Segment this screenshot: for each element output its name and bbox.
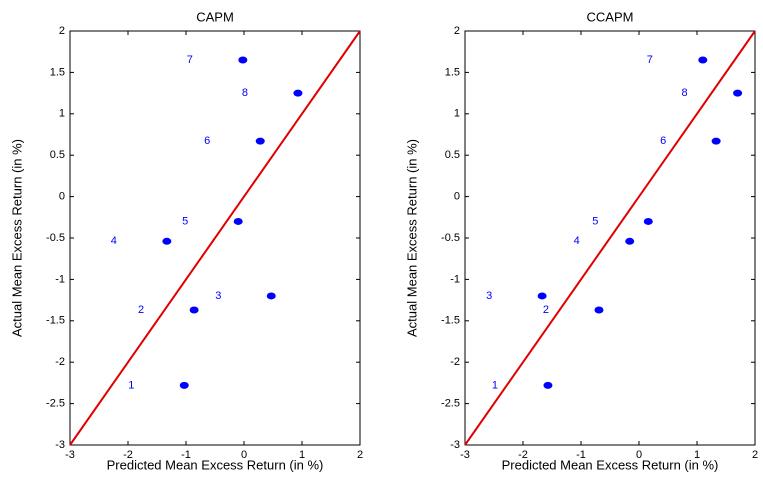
y-tick-label: -0.5 xyxy=(441,232,460,244)
point-label: 3 xyxy=(215,290,221,302)
point-label: 4 xyxy=(111,235,117,247)
y-tick-label: -2 xyxy=(55,356,65,368)
x-tick-label: -2 xyxy=(518,449,528,461)
point-label: 6 xyxy=(204,135,210,147)
x-tick-label: -1 xyxy=(576,449,586,461)
point-label: 2 xyxy=(138,304,144,316)
data-point xyxy=(238,56,248,64)
y-tick-label: 1.5 xyxy=(50,66,65,78)
y-tick-label: -2.5 xyxy=(46,398,65,410)
y-tick-label: -3 xyxy=(450,439,460,451)
y-tick-label: 1.5 xyxy=(445,66,460,78)
y-tick-label: -2 xyxy=(450,356,460,368)
data-point xyxy=(293,89,303,97)
x-tick-label: 2 xyxy=(752,449,758,461)
y-tick-label: 1 xyxy=(454,108,460,120)
data-point xyxy=(733,89,743,97)
data-point xyxy=(189,306,199,314)
data-point xyxy=(643,217,653,225)
y-tick-label: 0 xyxy=(59,191,65,203)
data-point xyxy=(543,381,553,389)
point-label: 7 xyxy=(647,54,653,66)
x-tick-label: 1 xyxy=(694,449,700,461)
y-axis-label: Actual Mean Excess Return (in %) xyxy=(404,139,419,337)
data-point xyxy=(698,56,708,64)
chart-title: CAPM xyxy=(196,9,234,24)
y-tick-label: 2 xyxy=(59,25,65,37)
point-label: 2 xyxy=(543,304,549,316)
y-tick-label: -1 xyxy=(450,273,460,285)
point-label: 8 xyxy=(682,87,688,99)
y-tick-label: -1.5 xyxy=(441,315,460,327)
y-tick-label: -3 xyxy=(55,439,65,451)
x-tick-label: -2 xyxy=(123,449,133,461)
point-label: 4 xyxy=(574,235,580,247)
y-tick-label: 2 xyxy=(454,25,460,37)
data-point xyxy=(233,217,243,225)
x-tick-label: 2 xyxy=(357,449,363,461)
data-point xyxy=(162,237,172,245)
y-axis-label: Actual Mean Excess Return (in %) xyxy=(9,139,24,337)
x-tick-label: -1 xyxy=(181,449,191,461)
data-point xyxy=(255,137,265,145)
y-tick-label: -0.5 xyxy=(46,232,65,244)
point-label: 5 xyxy=(182,215,188,227)
point-label: 6 xyxy=(660,135,666,147)
x-axis-label: Predicted Mean Excess Return (in %) xyxy=(107,457,324,472)
point-label: 3 xyxy=(486,290,492,302)
point-label: 5 xyxy=(592,215,598,227)
x-tick-label: 0 xyxy=(241,449,247,461)
y-tick-label: -1 xyxy=(55,273,65,285)
data-point xyxy=(266,292,276,300)
reference-line xyxy=(464,30,756,446)
chart-title: CCAPM xyxy=(587,9,634,24)
y-tick-label: 1 xyxy=(59,108,65,120)
y-tick-label: 0 xyxy=(454,191,460,203)
x-tick-label: 1 xyxy=(299,449,305,461)
point-label: 1 xyxy=(492,379,498,391)
x-axis-label: Predicted Mean Excess Return (in %) xyxy=(502,457,719,472)
reference-line xyxy=(69,30,361,446)
data-point xyxy=(537,292,547,300)
y-tick-label: 0.5 xyxy=(50,149,65,161)
x-tick-label: -3 xyxy=(65,449,75,461)
x-tick-label: -3 xyxy=(460,449,470,461)
y-tick-label: -2.5 xyxy=(441,398,460,410)
point-label: 8 xyxy=(242,87,248,99)
data-point xyxy=(179,381,189,389)
y-tick-label: -1.5 xyxy=(46,315,65,327)
y-tick-label: 0.5 xyxy=(445,149,460,161)
point-label: 7 xyxy=(187,54,193,66)
point-label: 1 xyxy=(128,379,134,391)
x-tick-label: 0 xyxy=(636,449,642,461)
data-point xyxy=(594,306,604,314)
data-point xyxy=(711,137,721,145)
data-point xyxy=(625,237,635,245)
